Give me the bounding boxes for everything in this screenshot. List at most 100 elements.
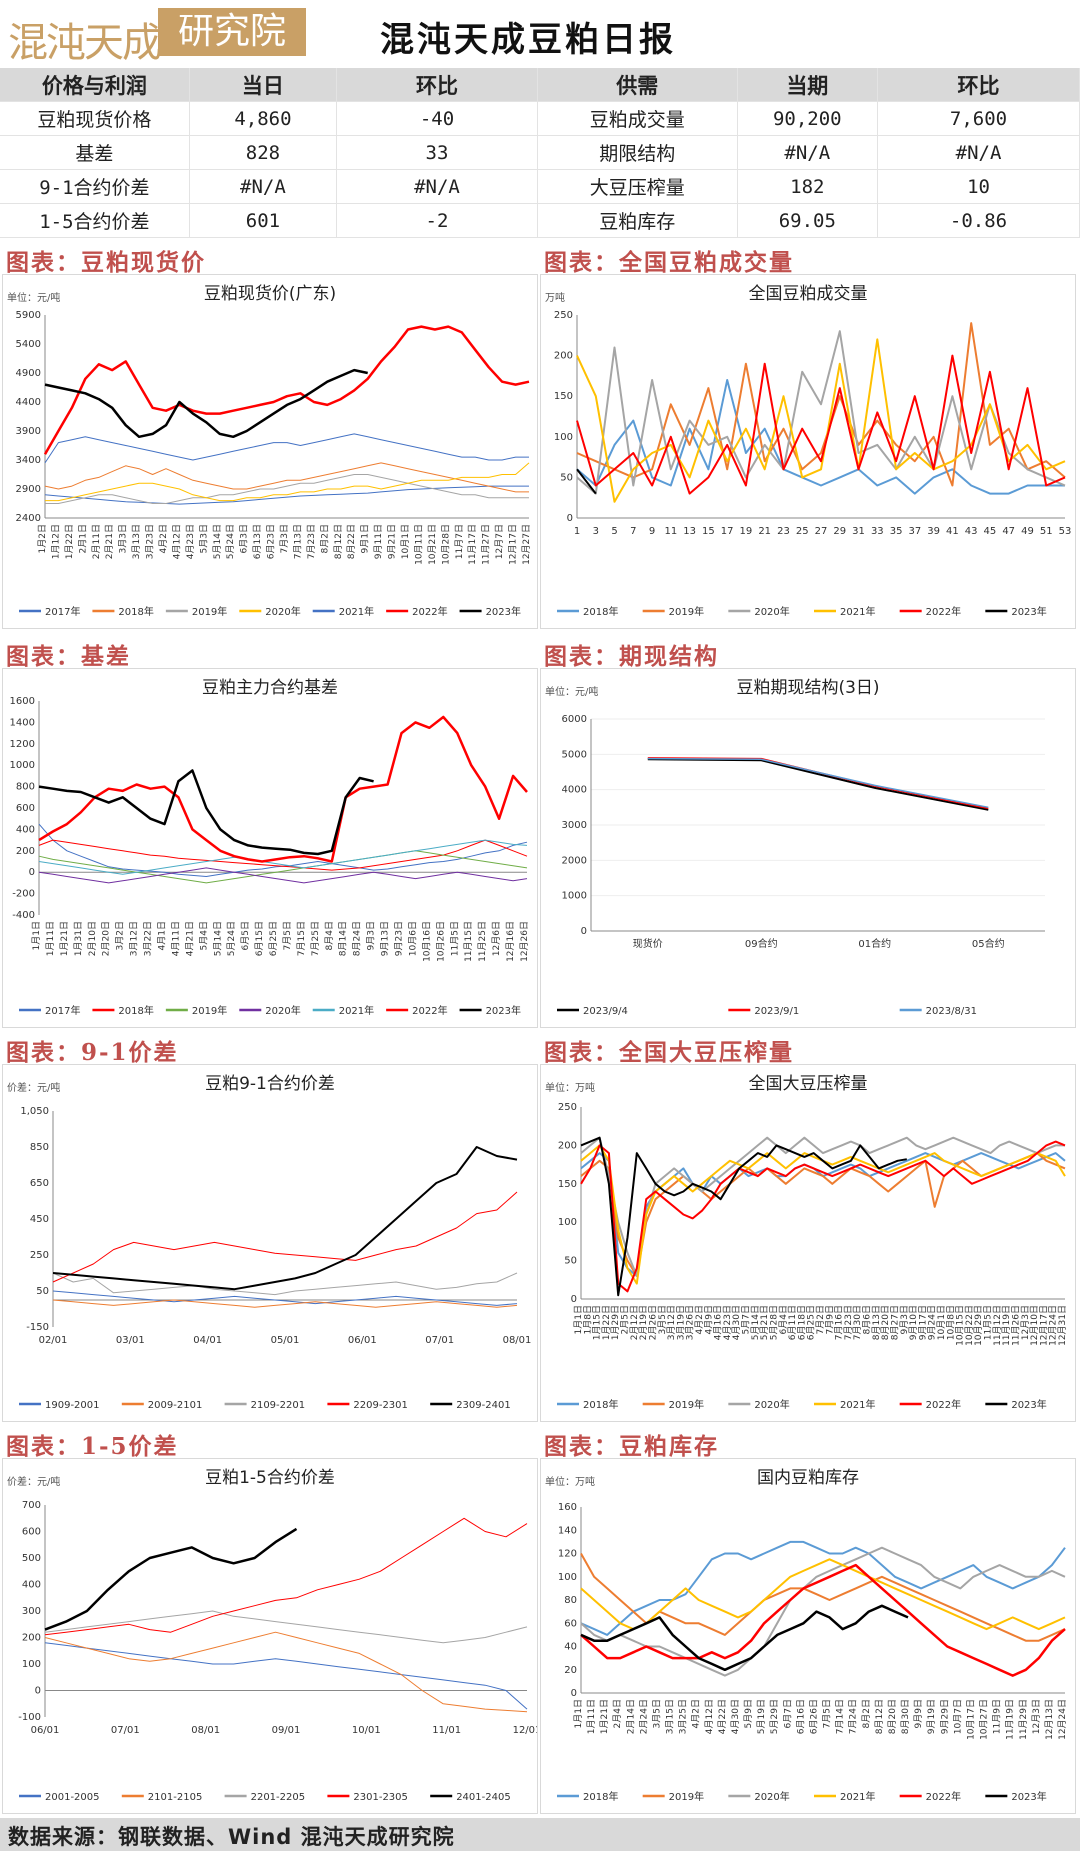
x-tick-label: 8月14日 [338,921,349,956]
y-tick-label: 600 [16,803,35,814]
series-line [38,850,528,884]
x-tick-label: 6月11日 [787,1305,798,1340]
chart-panel: 价差：元/吨 豆粕9-1合约价差 -150 50 250 450 650 850 1,050 02… [2,1064,538,1422]
chart-title: 豆粕期现结构(3日) [736,678,879,698]
header-cell: 当期 [737,68,879,102]
x-tick-label: 6月25日 [268,921,279,956]
y-tick-label: 250 [558,1102,577,1113]
x-tick-label: 10月22日 [964,1305,975,1346]
x-tick-label: 5月29日 [769,1699,780,1734]
chart-title: 豆粕9-1合约价差 [205,1074,335,1094]
legend-entry: 2019年 [192,1004,227,1017]
y-tick-label: 5000 [562,749,587,760]
x-tick-label: 2月4日 [612,1699,623,1728]
y-tick-label: 0 [571,1688,577,1699]
y-tick-label: 3900 [16,426,41,437]
x-tick-label: 1月1日 [573,1699,584,1728]
y-tick-label: 50 [36,1286,49,1297]
legend-entry: 2109-2201 [251,1400,306,1411]
chart-spread-1-5: 价差：元/吨 豆粕1-5合约价差 -100 0 100 200 300 400 500 600 70… [7,1468,537,1803]
x-tick-label: 12月17日 [508,524,519,565]
x-tick-label: 2月26日 [647,1305,658,1340]
table-row: 基差 828 33 期限结构 #N/A #N/A [0,135,1080,170]
y-tick-label: 800 [16,782,35,793]
legend-entry: 2017年 [45,605,80,618]
series-line [38,867,528,884]
chart-unit: 万吨 [545,291,565,304]
x-tick-label: 6月25日 [806,1305,817,1340]
y-tick-label: 200 [558,1140,577,1151]
legend-entry: 2022年 [412,605,447,618]
y-tick-label: 0 [35,1686,41,1697]
y-tick-label: 700 [22,1500,41,1511]
x-tick-label: 09合约 [745,937,778,950]
x-tick-label: 8月2日 [319,524,330,553]
x-tick-label: 3月5日 [657,1305,668,1334]
x-tick-label: 9月1日 [360,524,371,553]
x-tick-label: 35 [890,526,903,537]
x-tick-label: 4月22日 [717,1699,728,1734]
chart-unit: 单位：万吨 [545,1081,595,1094]
chart-inventory: 单位：万吨 国内豆粕库存 0 20 40 60 80 100 120 140 160 1月1日 1月11… [545,1468,1068,1803]
x-tick-label: 4月2日 [694,1305,705,1334]
series-line [580,1140,1066,1293]
chart-panel: 单位：元/吨 豆粕现货价(广东) 2400 2900 3400 3900 4400 4900 5… [2,274,538,629]
x-tick-label: 5月19日 [756,1699,767,1734]
header-cell: 供需 [537,68,738,102]
x-tick-label: 9月11日 [373,524,384,559]
table-cell: 基差 [0,135,190,170]
legend-entry: 2023年 [1011,1790,1046,1803]
x-tick-label: 现货价 [633,937,663,950]
y-tick-label: -100 [18,1712,41,1723]
x-tick-label: 11月26日 [1010,1305,1021,1346]
series-line [576,468,597,495]
series-line [580,1144,1066,1285]
x-tick-label: 1月1日 [31,921,42,950]
x-tick-label: 6月4日 [778,1305,789,1334]
table-cell: 90,200 [737,101,879,136]
x-tick-label: 9月29日 [939,1699,950,1734]
table-cell: 10 [877,169,1080,204]
table-cell: 601 [189,203,338,238]
x-tick-label: 1月15日 [592,1305,603,1340]
x-tick-label: 3月12日 [666,1305,677,1340]
x-tick-label: 11月17日 [467,524,478,565]
x-tick-label: 8月20日 [887,1699,898,1734]
y-tick-label: 140 [558,1525,577,1536]
x-tick-label: 8月24日 [352,921,363,956]
x-tick-label: 11月15日 [463,921,474,962]
table-cell: 33 [336,135,538,170]
y-tick-label: -200 [12,889,35,900]
table-row: 豆粕现货价格 4,860 -40 豆粕成交量 90,200 7,600 [0,101,1080,136]
series-line [38,839,528,875]
x-tick-label: 01合约 [858,937,891,950]
x-tick-label: 10月16日 [421,921,432,962]
x-tick-label: 1月8日 [582,1305,593,1334]
chart-panel: 价差：元/吨 豆粕1-5合约价差 -100 0 100 200 300 400 500 600 70… [2,1458,538,1814]
x-tick-label: 2月20日 [101,921,112,956]
chart-unit: 单位：元/吨 [7,291,60,304]
legend-entry: 2022年 [926,1790,961,1803]
x-tick-label: 1月22日 [64,524,75,559]
y-tick-label: 120 [558,1549,577,1560]
legend-entry: 2301-2305 [353,1792,408,1803]
x-tick-label: 12月31日 [1057,1305,1068,1346]
table-cell: 69.05 [737,203,879,238]
x-tick-label: 2月10日 [87,921,98,956]
legend-entry: 1909-2001 [45,1400,100,1411]
legend-entry: 2020年 [754,605,789,618]
series-line [576,379,1065,495]
series-line [576,322,1066,487]
chart-panel: 单位：元/吨 豆粕期现结构(3日) 0 1000 2000 3000 4000 5000 600… [540,668,1076,1028]
series-line [52,1299,518,1308]
table-cell: -40 [336,101,538,136]
section-title: 图表：9-1价差 [6,1039,179,1066]
x-tick-label: 12月3日 [1020,1305,1031,1340]
x-tick-label: 4月23日 [722,1305,733,1340]
chart-term-structure: 单位：元/吨 豆粕期现结构(3日) 0 1000 2000 3000 4000 5000 600… [545,678,1045,1017]
header-cell: 当日 [189,68,338,102]
legend-entry: 2023/8/31 [926,1006,977,1017]
y-tick-label: 200 [22,1633,41,1644]
legend-entry: 2020年 [265,605,300,618]
x-tick-label: 51 [1040,526,1053,537]
